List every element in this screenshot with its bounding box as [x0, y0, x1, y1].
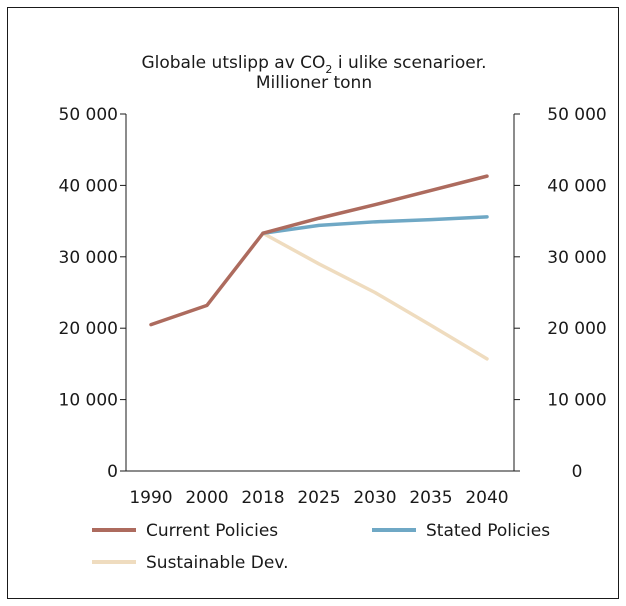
line-chart: Globale utslipp av CO2 i ulike scenarioe… [59, 53, 607, 573]
y-tick-label-right: 0 [572, 462, 583, 482]
chart-title-line1: Globale utslipp av CO2 i ulike scenarioe… [141, 53, 486, 76]
y-tick-label-left: 0 [107, 462, 118, 482]
y-ticks-right: 0 10 000 20 000 30 000 40 000 50 000 [514, 105, 607, 482]
y-tick-label-left: 40 000 [59, 176, 118, 196]
chart-frame: Globale utslipp av CO2 i ulike scenarioe… [7, 7, 619, 599]
y-ticks-left: 0 10 000 20 000 30 000 40 000 50 000 [59, 105, 126, 482]
y-tick-label-left: 50 000 [59, 105, 118, 125]
series-line-current-policies [149, 174, 489, 327]
legend: Current Policies Stated Policies Sustainab… [92, 521, 550, 573]
chart-title-part1: Globale utslipp av CO [141, 53, 325, 73]
legend-label-current-policies: Current Policies [146, 521, 278, 541]
y-tick-label-right: 40 000 [547, 176, 606, 196]
chart-title-part2: i ulike scenarioer. [332, 53, 486, 73]
x-tick-label: 1990 [129, 488, 172, 508]
axes [125, 114, 515, 472]
chart-title-line2: Millioner tonn [256, 73, 372, 93]
x-tick-label: 2040 [465, 488, 508, 508]
y-tick-label-left: 10 000 [59, 391, 118, 411]
y-tick-label-right: 50 000 [547, 105, 606, 125]
legend-label-sustainable-dev: Sustainable Dev. [146, 553, 289, 573]
y-tick-label-right: 20 000 [547, 319, 606, 339]
y-tick-label-right: 30 000 [547, 248, 606, 268]
series-line-stated-policies [261, 215, 489, 235]
x-ticks: 1990 2000 2018 2025 2030 2035 2040 [129, 488, 508, 508]
chart-title-subscript: 2 [325, 63, 332, 76]
y-tick-label-right: 10 000 [547, 391, 606, 411]
x-tick-label: 2018 [241, 488, 284, 508]
series-lines [149, 174, 489, 361]
legend-label-stated-policies: Stated Policies [426, 521, 550, 541]
x-tick-label: 2035 [409, 488, 452, 508]
x-tick-label: 2000 [185, 488, 228, 508]
y-tick-label-left: 20 000 [59, 319, 118, 339]
y-tick-label-left: 30 000 [59, 248, 118, 268]
series-line-sustainable-dev [261, 231, 489, 361]
x-tick-label: 2030 [353, 488, 396, 508]
x-tick-label: 2025 [297, 488, 340, 508]
